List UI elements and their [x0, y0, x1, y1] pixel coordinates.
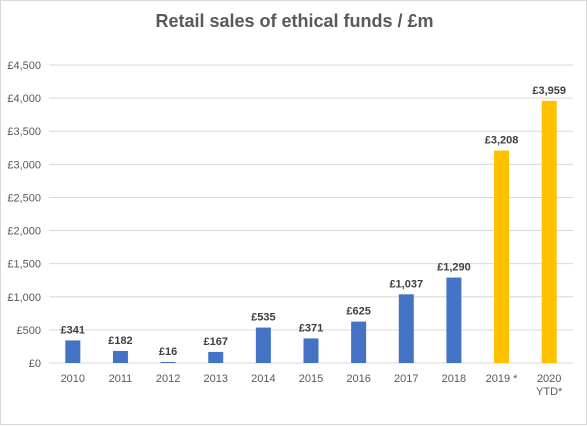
y-tick-label: £4,000	[7, 93, 41, 105]
y-tick-label: £3,000	[7, 159, 41, 171]
y-tick-label: £1,500	[7, 259, 41, 271]
x-tick-label: 2013	[203, 373, 227, 385]
bar	[351, 321, 367, 363]
x-axis-ticks: 2010 2011 2012 2013 2014 2015 2016 2017 2018 2019…	[61, 373, 563, 398]
bar	[65, 340, 81, 363]
data-labels: £341 £182 £16 £167 £535 £371 £625 £1,037 £1,290 £…	[61, 85, 566, 358]
y-tick-label: £3,500	[7, 126, 41, 138]
bar	[208, 351, 224, 363]
x-tick-label: 2012	[156, 373, 180, 385]
bar	[160, 361, 176, 363]
x-tick-label: 2015	[299, 373, 323, 385]
y-tick-label: £2,000	[7, 226, 41, 238]
bar	[255, 327, 271, 363]
bar	[398, 294, 414, 363]
x-tick-label: 2014	[251, 373, 275, 385]
bar-data-label: £182	[108, 335, 132, 347]
y-tick-label: £4,500	[7, 60, 41, 72]
x-tick-label: 2016	[346, 373, 370, 385]
bar-data-label: £16	[159, 346, 177, 358]
bars	[65, 100, 557, 363]
y-tick-label: £500	[17, 325, 41, 337]
y-tick-label: £0	[29, 358, 41, 370]
bar	[303, 338, 319, 363]
bar-data-label: £167	[203, 336, 227, 348]
bar-data-label: £535	[251, 312, 275, 324]
x-tick-label: 2017	[394, 373, 418, 385]
x-tick-label: 2019 *	[486, 373, 519, 385]
chart-title: Retail sales of ethical funds / £m	[155, 11, 434, 31]
bar-data-label: £1,290	[437, 262, 471, 274]
bar-data-label: £371	[299, 322, 323, 334]
bar	[494, 150, 510, 363]
x-tick-label: 2018	[442, 373, 466, 385]
y-axis-ticks: £0 £500 £1,000 £1,500 £2,000 £2,500 £3,000 £3,5…	[7, 60, 41, 370]
y-tick-label: £2,500	[7, 192, 41, 204]
bar-data-label: £3,959	[532, 85, 566, 97]
bar	[112, 350, 128, 363]
x-tick-label: 2010	[61, 373, 85, 385]
bar	[541, 100, 557, 363]
y-tick-label: £1,000	[7, 292, 41, 304]
x-tick-label: 2011	[109, 373, 133, 385]
bar-data-label: £625	[346, 306, 370, 318]
bar-data-label: £3,208	[485, 135, 519, 147]
bar	[446, 277, 462, 363]
bar-data-label: £341	[61, 324, 85, 336]
bar-data-label: £1,037	[389, 278, 423, 290]
x-tick-label: 2020 YTD*	[536, 373, 563, 398]
